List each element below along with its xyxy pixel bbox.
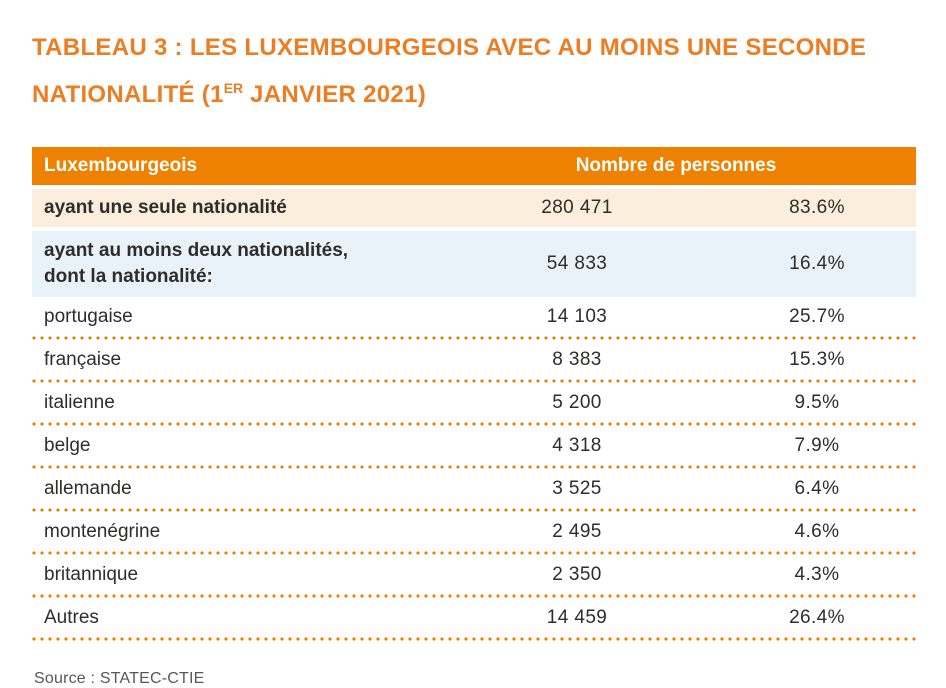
table-row-italienne: italienne 5 200 9.5% (32, 383, 916, 426)
table-row-montenegrine: montenégrine 2 495 4.6% (32, 512, 916, 555)
title-line-2-post: JANVIER 2021) (243, 81, 427, 108)
dotted-divider (32, 465, 916, 469)
row-count: 2 495 (552, 520, 602, 542)
row-percent: 4.3% (794, 563, 840, 585)
row-label: ayant une seule nationalité (44, 197, 287, 218)
title-superscript: ER (223, 80, 244, 96)
row-percent: 7.9% (794, 434, 840, 456)
row-percent: 26.4% (789, 606, 845, 628)
row-label: Autres (44, 606, 99, 628)
row-label-line-2: dont la nationalité: (44, 266, 213, 287)
table-row-allemande: allemande 3 525 6.4% (32, 469, 916, 512)
title-line-1: TABLEAU 3 : LES LUXEMBOURGEOIS AVEC AU M… (32, 34, 867, 61)
dotted-divider (32, 379, 916, 383)
row-count: 5 200 (552, 391, 602, 413)
row-count: 280 471 (541, 197, 613, 218)
source-note: Source : STATEC-CTIE (34, 670, 205, 687)
dotted-divider (32, 551, 916, 555)
dotted-divider (32, 594, 916, 598)
table-row-francaise: française 8 383 15.3% (32, 340, 916, 383)
dotted-divider (32, 336, 916, 340)
table-row-single-nationality: ayant une seule nationalité 280 471 83.6… (32, 189, 916, 227)
row-count: 8 383 (552, 348, 602, 370)
table-row-belge: belge 4 318 7.9% (32, 426, 916, 469)
row-label: ayant au moins deux nationalités, dont l… (32, 238, 436, 290)
table-row-portugaise: portugaise 14 103 25.7% (32, 297, 916, 340)
row-percent: 4.6% (794, 520, 840, 542)
row-count: 54 833 (546, 253, 608, 274)
row-count: 4 318 (552, 434, 602, 456)
row-label: allemande (44, 477, 132, 499)
table-header-row: Luxembourgeois Nombre de personnes (32, 147, 916, 185)
row-percent: 15.3% (789, 348, 845, 370)
title-line-2: NATIONALITÉ (1ER JANVIER 2021) (32, 80, 427, 108)
header-cell-nombre-de-personnes: Nombre de personnes (575, 155, 777, 176)
row-count: 14 459 (546, 606, 608, 628)
row-label-line-1: ayant au moins deux nationalités, (44, 240, 349, 261)
row-count: 2 350 (552, 563, 602, 585)
row-label: montenégrine (44, 520, 161, 542)
row-percent: 83.6% (789, 197, 845, 218)
row-percent: 16.4% (789, 253, 845, 274)
table-row-britannique: britannique 2 350 4.3% (32, 555, 916, 598)
table-row-autres: Autres 14 459 26.4% (32, 598, 916, 641)
row-percent: 9.5% (794, 391, 840, 413)
row-label: portugaise (44, 305, 133, 327)
dotted-divider (32, 508, 916, 512)
row-percent: 25.7% (789, 305, 845, 327)
dotted-divider (32, 637, 916, 641)
header-cell-luxembourgeois: Luxembourgeois (44, 155, 198, 176)
dotted-divider (32, 422, 916, 426)
row-percent: 6.4% (794, 477, 840, 499)
row-label: italienne (44, 391, 115, 413)
row-count: 14 103 (546, 305, 608, 327)
title-line-2-pre: NATIONALITÉ (1 (32, 81, 224, 108)
nationality-table: Luxembourgeois Nombre de personnes ayant… (32, 147, 916, 641)
table-title: TABLEAU 3 : LES LUXEMBOURGEOIS AVEC AU M… (32, 28, 916, 115)
row-count: 3 525 (552, 477, 602, 499)
row-label: britannique (44, 563, 139, 585)
row-label: française (44, 348, 122, 370)
table-row-multiple-nationalities: ayant au moins deux nationalités, dont l… (32, 231, 916, 297)
row-label: belge (44, 434, 91, 456)
